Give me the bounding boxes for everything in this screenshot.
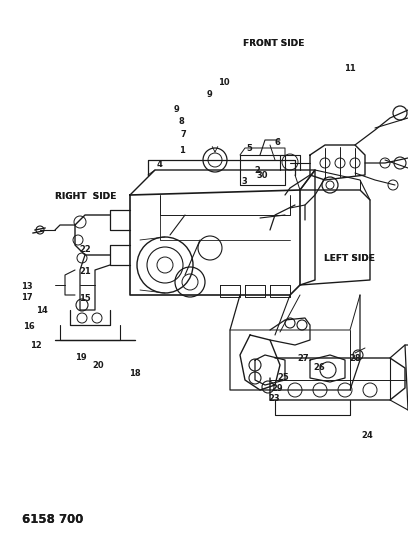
Text: 4: 4 <box>156 160 162 168</box>
Text: 13: 13 <box>21 282 32 291</box>
Text: 24: 24 <box>361 432 373 440</box>
Text: 21: 21 <box>80 268 91 276</box>
Text: 18: 18 <box>129 369 140 377</box>
Text: 1: 1 <box>179 146 184 155</box>
Text: 11: 11 <box>344 64 356 72</box>
Text: 7: 7 <box>181 131 186 139</box>
Text: 5: 5 <box>246 144 252 152</box>
Text: 20: 20 <box>92 361 104 369</box>
Text: 23: 23 <box>268 394 280 403</box>
Text: 22: 22 <box>80 245 91 254</box>
Text: 3: 3 <box>242 177 248 185</box>
Text: 17: 17 <box>21 293 32 302</box>
Text: RIGHT  SIDE: RIGHT SIDE <box>55 192 116 200</box>
Text: 25: 25 <box>278 373 289 382</box>
Text: 26: 26 <box>313 364 325 372</box>
Text: FRONT SIDE: FRONT SIDE <box>243 39 304 48</box>
Text: 27: 27 <box>297 354 308 362</box>
Text: 28: 28 <box>349 354 361 362</box>
Text: 16: 16 <box>23 322 34 331</box>
Text: 6158 700: 6158 700 <box>22 513 84 526</box>
Text: 2: 2 <box>254 166 260 175</box>
Text: FRONT SIDE: FRONT SIDE <box>243 39 304 48</box>
Text: 6: 6 <box>275 139 280 147</box>
Text: 29: 29 <box>272 384 283 392</box>
Text: 14: 14 <box>36 306 48 314</box>
Text: 12: 12 <box>30 341 42 350</box>
Text: 10: 10 <box>218 78 229 87</box>
Text: LEFT SIDE: LEFT SIDE <box>324 254 375 263</box>
Text: 30: 30 <box>257 172 268 180</box>
Text: 15: 15 <box>79 294 91 303</box>
Text: 9: 9 <box>206 91 212 99</box>
Text: LEFT SIDE: LEFT SIDE <box>324 254 375 263</box>
Text: RIGHT  SIDE: RIGHT SIDE <box>55 192 116 200</box>
Text: 19: 19 <box>75 353 86 361</box>
Text: 8: 8 <box>179 117 184 126</box>
Text: 9: 9 <box>173 105 179 114</box>
Text: 6158 700: 6158 700 <box>22 513 84 526</box>
